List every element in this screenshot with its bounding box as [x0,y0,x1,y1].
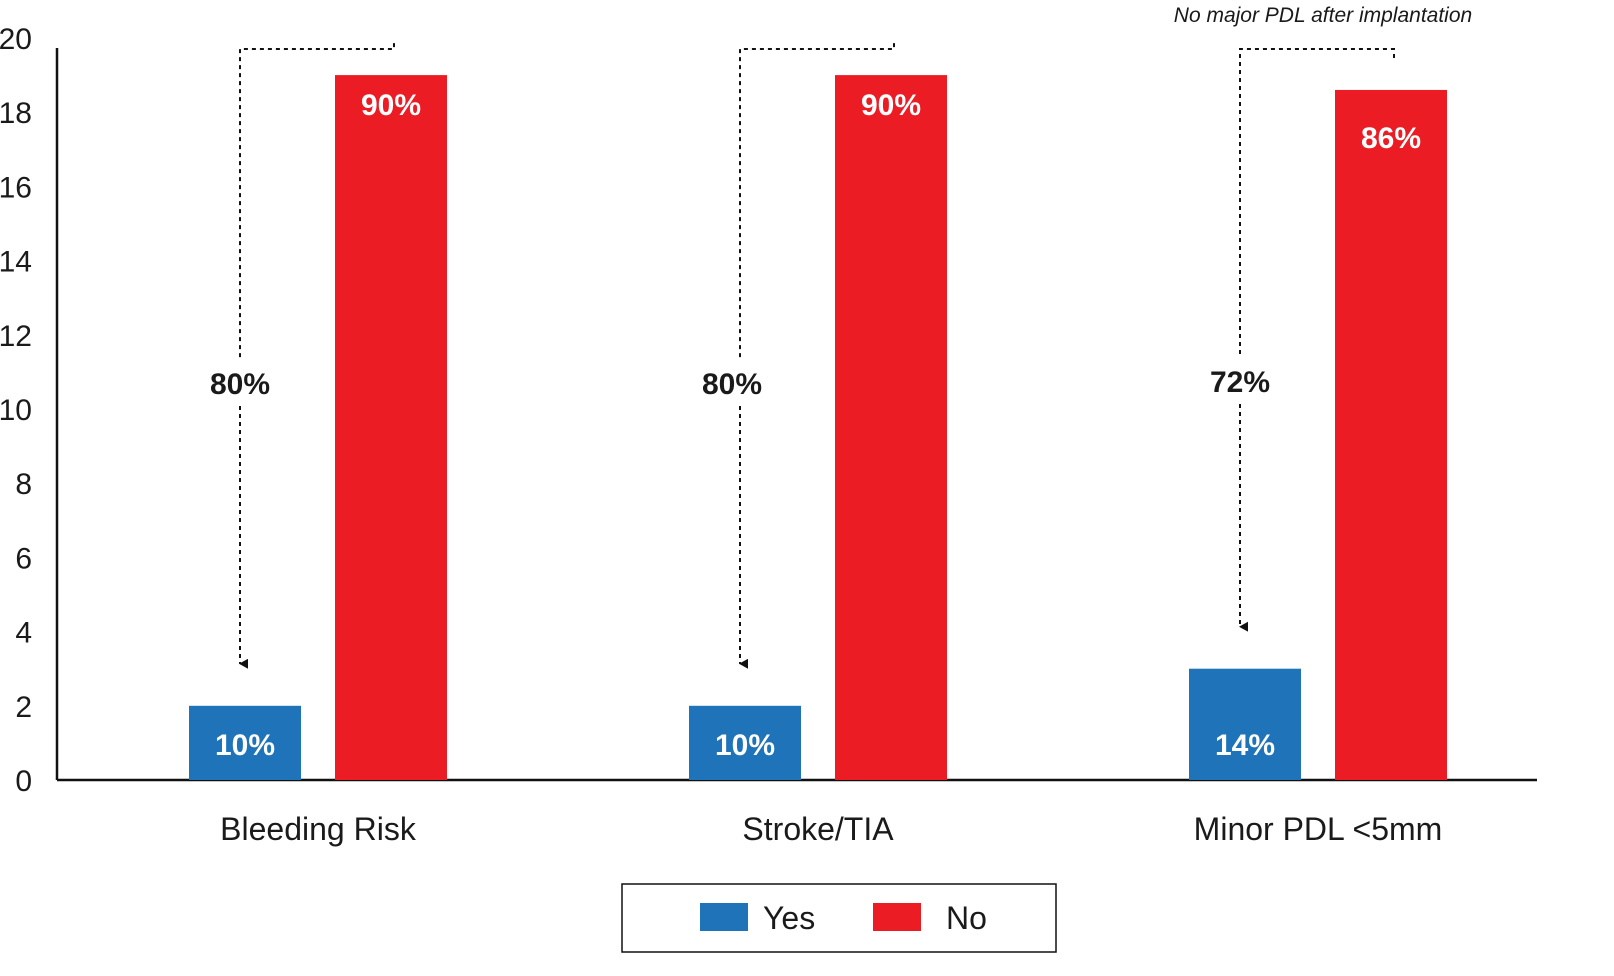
bar-yes [689,705,801,780]
y-tick-label: 8 [15,468,32,501]
legend-label-no: No [946,900,987,936]
bar-no [335,75,447,781]
bar-value-label: 14% [1215,729,1275,762]
dashed-bracket-line [239,43,395,358]
difference-annotation: 72% [1210,366,1270,399]
bar-value-label: 10% [715,729,775,762]
dashed-bracket-line [739,43,895,358]
difference-annotation: 80% [702,368,762,401]
bar-value-label: 90% [361,89,421,122]
difference-annotation: 80% [210,368,270,401]
y-tick-label: 20 [0,23,32,56]
x-category-label: Bleeding Risk [220,811,417,847]
y-tick-label: 18 [0,97,32,130]
y-tick-label: 16 [0,171,32,204]
y-tick-label: 12 [0,320,32,353]
legend-swatch-no [873,903,921,931]
y-tick-label: 14 [0,246,32,279]
x-category-label: Stroke/TIA [742,811,894,847]
bars-group: 10% 10% 14% 90% 90% 86% [189,75,1447,781]
bar-value-label: 86% [1361,122,1421,155]
legend-box [621,883,1057,953]
bar-value-label: 10% [215,729,275,762]
y-tick-label: 6 [15,542,32,575]
y-tick-label: 2 [15,691,32,724]
axes-group: 0 2 4 6 8 10 12 14 16 18 20 Bleeding Risk Stroke/TIA… [0,23,1537,847]
bar-no [835,75,947,781]
annotation-note: No major PDL after implantation [1174,4,1472,27]
bar-yes [1189,668,1301,780]
x-category-label: Minor PDL <5mm [1194,811,1443,847]
legend-swatch-yes [700,903,748,931]
y-tick-label: 0 [15,765,32,798]
legend: Yes No [621,883,1057,953]
y-tick-label: 10 [0,394,32,427]
bar-yes [189,705,301,780]
y-tick-label: 4 [15,617,32,650]
bar-no [1335,89,1447,780]
legend-label-yes: Yes [763,900,815,936]
annotations-group: 80% 80% 72% No major PDL after implantation [210,4,1472,669]
bar-value-label: 90% [861,89,921,122]
